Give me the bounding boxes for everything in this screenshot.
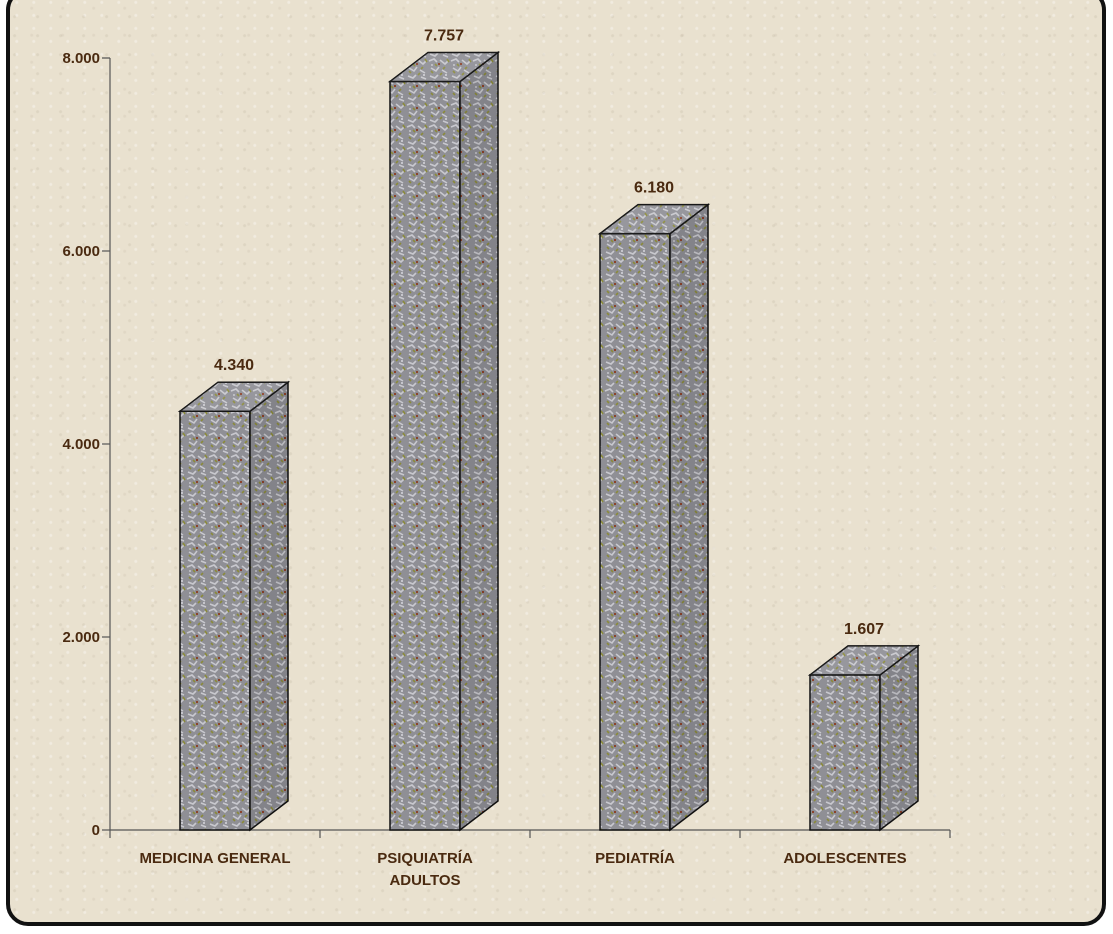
bar-front [809, 674, 881, 831]
y-tick-label: 2.000 [62, 629, 100, 646]
chart-frame: 0 2.000 4.000 6.000 8.000 4.340 7.757 6.180 1.60… [6, 0, 1106, 926]
x-tick-label: ADOLESCENTES [783, 850, 906, 867]
bar-front [389, 80, 461, 831]
bar-top-shade [180, 382, 288, 412]
bar-side-shade [670, 204, 708, 830]
bar-top [387, 51, 501, 83]
y-tick-label: 0 [92, 822, 100, 839]
data-label: 6.180 [634, 180, 674, 197]
bar-side-shade [460, 52, 498, 830]
bar-side-shade [250, 382, 288, 830]
data-label: 4.340 [214, 357, 254, 374]
bar-side-shade [880, 645, 918, 830]
x-tick-label: PSIQUIATRÍA [377, 850, 473, 867]
x-tick-label: PEDIATRÍA [595, 850, 675, 867]
bar-chart: 0 2.000 4.000 6.000 8.000 4.340 7.757 6.180 1.60… [62, 27, 951, 889]
x-tick-label: ADULTOS [389, 872, 460, 889]
data-label: 1.607 [844, 621, 884, 638]
x-tick-label: MEDICINA GENERAL [139, 850, 290, 867]
data-label: 7.757 [424, 27, 464, 44]
bar-front [599, 232, 671, 831]
bar-top-shade [810, 645, 918, 675]
y-tick-label: 4.000 [62, 436, 100, 453]
y-tick-label: 6.000 [62, 243, 100, 260]
bar-top-shade [390, 52, 498, 82]
y-tick-label: 8.000 [62, 50, 100, 67]
bar-top [177, 381, 291, 412]
bar-front [179, 410, 251, 831]
bar-top-shade [600, 204, 708, 234]
bar-top [597, 203, 711, 235]
bar-top [807, 645, 921, 676]
